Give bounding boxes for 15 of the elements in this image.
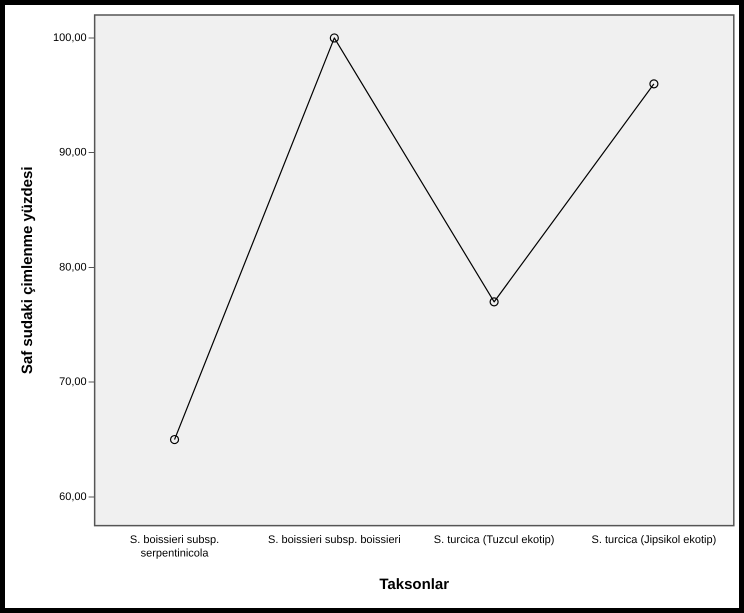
- point: [330, 33, 339, 43]
- x-axis-title: Taksonlar: [379, 576, 450, 594]
- point: [170, 434, 180, 444]
- y-tick-label: 100,00: [52, 32, 87, 44]
- point: [649, 79, 659, 88]
- y-tick-label: 90,00: [59, 146, 87, 159]
- y-tick-label: 80,00: [59, 261, 87, 274]
- y-axis-title: Saf sudaki çimlenme yüzdesi: [19, 166, 36, 374]
- y-tick-label: 70,00: [59, 376, 87, 388]
- x-tick-label: S. boissieri subsp. serpentinicola: [130, 534, 220, 560]
- x-tick-label: S. turcica (Jipsikol ekotip): [592, 534, 716, 546]
- y-tick-label: 60,00: [59, 490, 87, 503]
- x-tick-label: S. turcica (Tuzcul ekotip): [434, 534, 554, 546]
- x-tick-label: S. boissieri subsp. boissieri: [268, 534, 401, 546]
- point: [490, 297, 499, 306]
